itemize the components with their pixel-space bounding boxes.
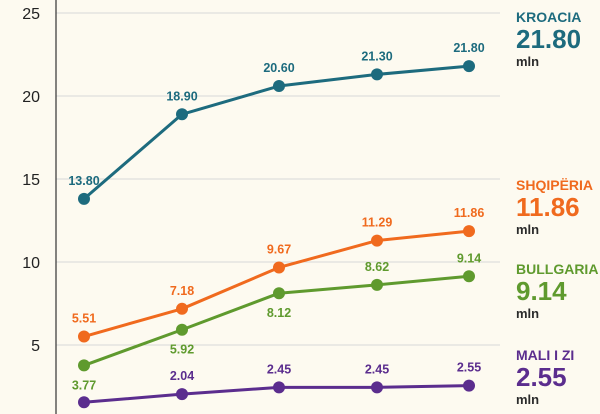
- data-label: 7.18: [170, 284, 194, 298]
- data-label: 2.55: [457, 361, 481, 375]
- data-label: 2.04: [170, 369, 194, 383]
- y-tick-label: 25: [22, 6, 40, 23]
- legend-series-name: BULLGARIA: [516, 261, 598, 277]
- data-point: [78, 330, 90, 343]
- legend-series-unit: mln: [516, 222, 539, 237]
- data-label: 21.30: [361, 49, 392, 63]
- legend-series-value: 11.86: [516, 192, 580, 222]
- data-label: 9.14: [457, 251, 481, 265]
- data-label: 5.51: [72, 312, 96, 326]
- data-label: 13.80: [68, 174, 99, 188]
- data-point: [463, 270, 475, 283]
- data-label: 11.29: [362, 216, 393, 230]
- data-point: [463, 379, 475, 392]
- legend-series-value: 2.55: [516, 362, 567, 392]
- legend-series-unit: mln: [516, 392, 539, 407]
- data-point: [176, 302, 188, 315]
- y-axis: 5 10 15 20 25: [22, 0, 57, 414]
- grid-lines: [56, 12, 500, 346]
- legend-series-unit: mln: [516, 54, 539, 69]
- data-label: 21.80: [453, 41, 484, 55]
- legend-series-name: KROACIA: [516, 9, 581, 25]
- legend-series-unit: mln: [516, 306, 539, 321]
- y-tick-label: 10: [22, 255, 40, 272]
- y-tick-label: 20: [22, 89, 40, 106]
- data-point: [176, 323, 188, 336]
- data-point: [78, 359, 90, 372]
- legend-series-value: 9.14: [516, 276, 567, 306]
- data-label: 2.45: [267, 362, 291, 376]
- data-point: [78, 192, 90, 205]
- data-label: 20.60: [263, 61, 294, 75]
- legend-series-value: 21.80: [516, 24, 581, 54]
- data-label: 18.90: [166, 89, 197, 103]
- data-label: 5.92: [170, 343, 194, 357]
- data-point: [371, 278, 383, 291]
- data-point: [371, 381, 383, 394]
- data-point: [273, 80, 285, 93]
- data-label: 8.62: [365, 260, 389, 274]
- data-point: [176, 388, 188, 401]
- data-point: [78, 396, 90, 409]
- y-tick-label: 15: [22, 172, 40, 189]
- data-label: 11.86: [454, 206, 485, 220]
- data-label: 9.67: [267, 242, 291, 256]
- data-label: 8.12: [267, 306, 291, 320]
- legend-series-name: MALI I ZI: [516, 347, 574, 363]
- data-label: 3.77: [72, 378, 96, 392]
- data-point: [371, 234, 383, 247]
- data-point: [371, 68, 383, 81]
- data-point: [273, 381, 285, 394]
- legend: KROACIA21.80mlnSHQIPËRIA11.86mlnBULLGARI…: [516, 9, 598, 407]
- data-point: [463, 225, 475, 238]
- data-label: 2.45: [365, 362, 389, 376]
- y-tick-label: 5: [31, 338, 40, 355]
- data-point: [463, 60, 475, 73]
- series-lines: [78, 60, 475, 409]
- data-point: [176, 108, 188, 121]
- data-point: [273, 261, 285, 274]
- data-labels: 13.80 18.90 20.60 21.30 21.80 5.51 7.18 9.67 11.…: [68, 41, 485, 392]
- legend-series-name: SHQIPËRIA: [516, 177, 593, 193]
- data-point: [273, 287, 285, 300]
